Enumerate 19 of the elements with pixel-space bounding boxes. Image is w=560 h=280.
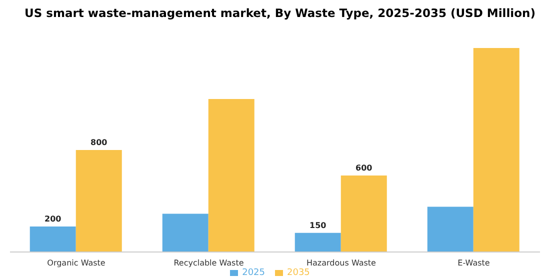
x-tick-label: Organic Waste: [47, 258, 106, 268]
chart-title: US smart waste-management market, By Waste Type, 2025-2035 (USD Million): [24, 6, 536, 22]
x-tick-label: Recyclable Waste: [174, 258, 244, 268]
data-label: 150: [310, 220, 327, 230]
data-label: 200: [44, 214, 62, 224]
bar: [473, 48, 520, 252]
data-label: 800: [90, 138, 108, 147]
bar: [30, 226, 76, 252]
x-tick-label: E-Waste: [458, 258, 490, 268]
legend-label: 2035: [287, 268, 310, 278]
data-label: 600: [356, 164, 373, 172]
bar: [162, 214, 208, 252]
legend-label: 2025: [242, 268, 265, 278]
bar: [427, 206, 474, 252]
bar: [208, 99, 254, 252]
bar: [76, 150, 122, 252]
x-tick-label: Hazardous Waste: [306, 258, 376, 268]
bar: [340, 176, 387, 252]
bar: [294, 232, 341, 252]
